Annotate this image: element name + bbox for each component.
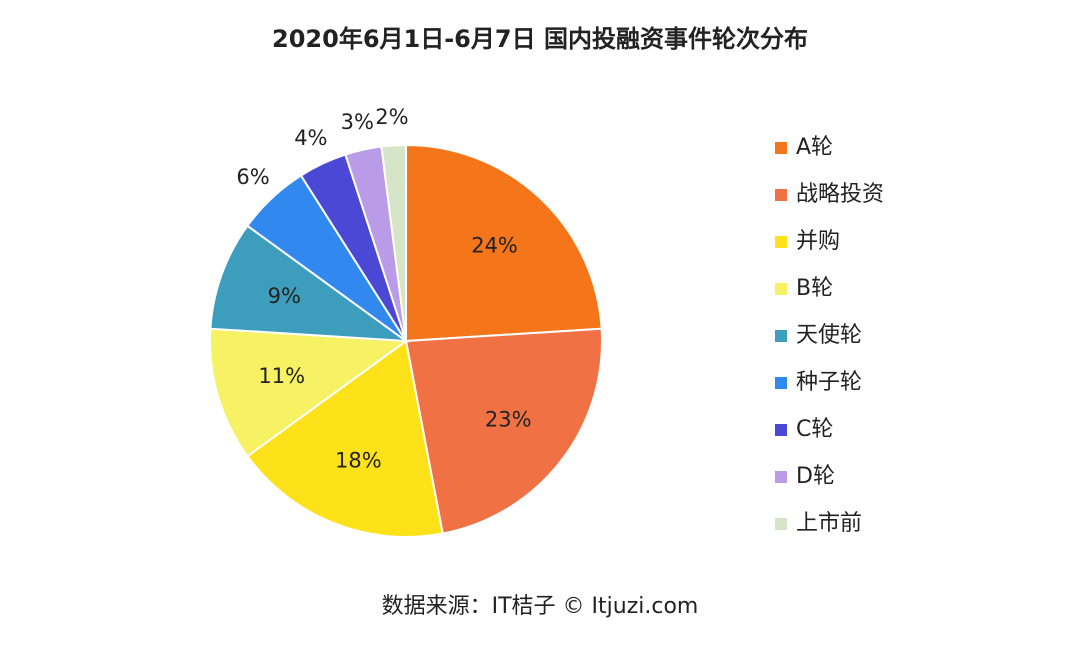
- legend-label: 上市前: [796, 511, 862, 536]
- data-label: 9%: [268, 284, 301, 308]
- legend-label: 战略投资: [796, 182, 884, 207]
- legend-swatch: [775, 236, 787, 248]
- legend-swatch: [775, 471, 787, 483]
- legend-label: C轮: [796, 417, 833, 442]
- pie-slice: [380, 143, 407, 342]
- chart-title: 2020年6月1日-6月7日 国内投融资事件轮次分布: [272, 25, 808, 53]
- legend-label: 种子轮: [796, 370, 862, 395]
- legend-swatch: [775, 142, 787, 154]
- data-label: 2%: [375, 105, 408, 129]
- pie-slice: [405, 143, 603, 343]
- pie-slice: [404, 327, 603, 535]
- source-note: 数据来源：IT桔子 © Itjuzi.com: [382, 594, 699, 619]
- data-label: 4%: [294, 126, 327, 150]
- legend-label: 天使轮: [796, 323, 862, 348]
- data-label: 18%: [335, 448, 382, 472]
- legend-label: 并购: [796, 229, 840, 254]
- data-label: 11%: [258, 364, 305, 388]
- legend-label: B轮: [796, 276, 833, 301]
- legend-label: D轮: [796, 464, 835, 489]
- legend-swatch: [775, 377, 787, 389]
- pie-slice: [246, 339, 444, 538]
- data-label: 3%: [341, 110, 374, 134]
- legend-swatch: [775, 330, 787, 342]
- data-label: 6%: [236, 165, 269, 189]
- data-label: 23%: [485, 407, 532, 431]
- legend-swatch: [775, 189, 787, 201]
- legend-label: A轮: [796, 135, 833, 160]
- legend-swatch: [775, 424, 787, 436]
- legend-swatch: [775, 518, 787, 530]
- data-label: 24%: [471, 234, 518, 258]
- legend-swatch: [775, 283, 787, 295]
- pie-slice: [209, 327, 409, 458]
- pie-slice: [209, 224, 410, 343]
